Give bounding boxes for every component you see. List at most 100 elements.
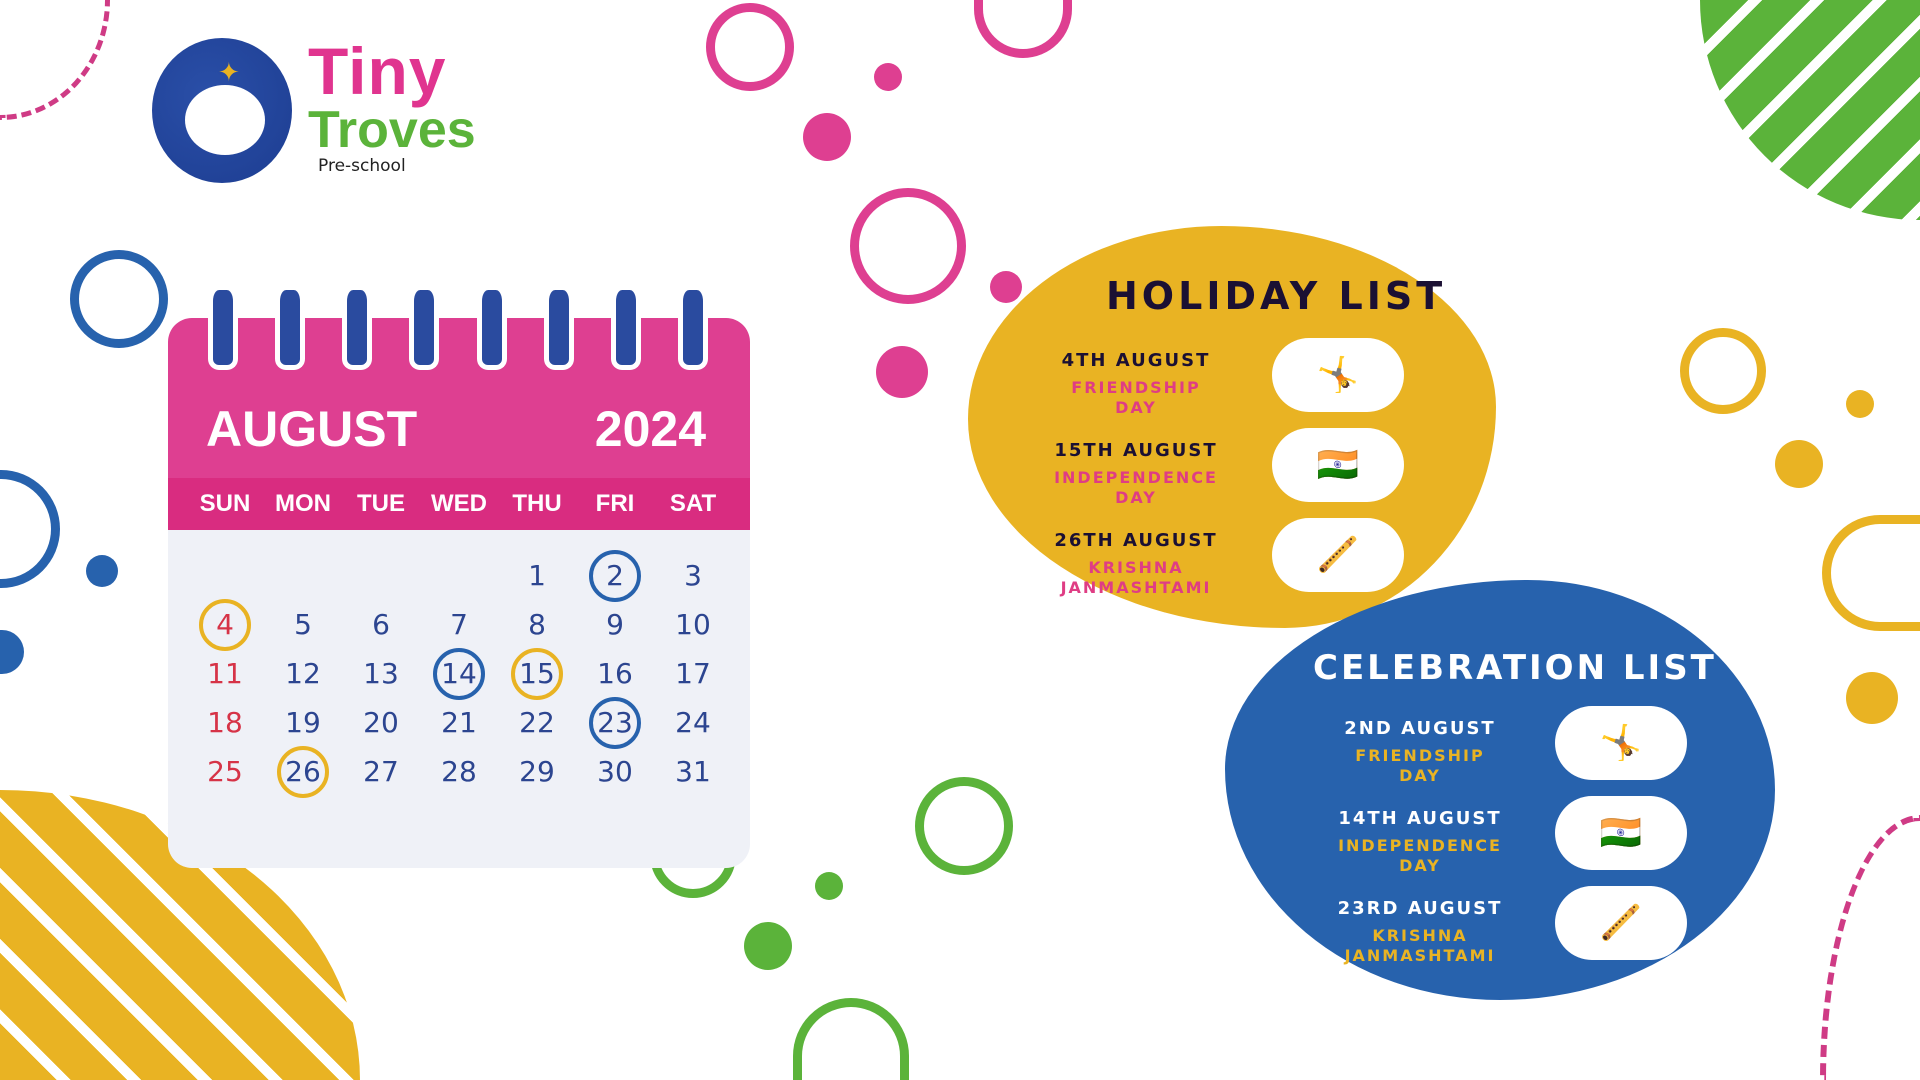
empty-day-cell	[186, 556, 264, 595]
day-number: 3	[684, 559, 702, 592]
dot-decoration	[0, 630, 24, 674]
calendar-day[interactable]: 11	[186, 654, 264, 693]
calendar-day[interactable]: 8	[498, 605, 576, 644]
entry-date: 2ND AUGUST	[1344, 718, 1496, 739]
calendar-day[interactable]: 7	[420, 605, 498, 644]
day-highlight-circle	[199, 598, 251, 651]
circle-decoration	[974, 0, 1072, 58]
day-highlight-circle	[511, 647, 563, 700]
day-number: 17	[675, 657, 711, 690]
calendar-day[interactable]: 20	[342, 703, 420, 742]
day-highlight-circle	[277, 745, 329, 798]
list-entry: 23RD AUGUST KRISHNA JANMASHTAMI	[1320, 898, 1520, 966]
day-number: 16	[597, 657, 633, 690]
day-number: 24	[675, 706, 711, 739]
calendar-day[interactable]: 15	[498, 647, 576, 700]
list-entry: 2ND AUGUST FRIENDSHIP DAY	[1320, 718, 1520, 786]
day-number: 21	[441, 706, 477, 739]
star-icon: ✦	[218, 58, 240, 88]
calendar-day[interactable]: 17	[654, 654, 732, 693]
calendar-day[interactable]: 12	[264, 654, 342, 693]
calendar-day[interactable]: 2	[576, 549, 654, 602]
calendar-day[interactable]: 9	[576, 605, 654, 644]
day-highlight-circle	[433, 647, 485, 700]
spiral-ring	[677, 290, 708, 370]
calendar-spiral-binding	[208, 290, 708, 370]
indian-flag-icon: 🇮🇳	[1555, 796, 1687, 870]
entry-date: 4TH AUGUST	[1061, 350, 1211, 371]
calendar-day[interactable]: 23	[576, 696, 654, 749]
calendar-day[interactable]: 1	[498, 556, 576, 595]
calendar-day[interactable]: 30	[576, 752, 654, 791]
calendar-day[interactable]: 22	[498, 703, 576, 742]
calendar-day[interactable]: 10	[654, 605, 732, 644]
calendar-day[interactable]: 26	[264, 745, 342, 798]
calendar-year: 2024	[594, 401, 706, 457]
calendar-days-grid: 1 2 3 4 5 6 7 8 9 10 11 12 13 14 15 16 17 18 19 20 21 22 23 24 2…	[168, 530, 750, 798]
dancing-kids-icon: 🤸	[1555, 706, 1687, 780]
calendar-day[interactable]: 28	[420, 752, 498, 791]
calendar-day[interactable]: 6	[342, 605, 420, 644]
calendar-day[interactable]: 13	[342, 654, 420, 693]
green-wave-decoration	[1700, 0, 1920, 220]
day-number: 11	[207, 657, 243, 690]
day-highlight-circle	[589, 549, 641, 602]
dot-decoration	[874, 63, 902, 91]
calendar-day[interactable]: 19	[264, 703, 342, 742]
calendar-day[interactable]: 4	[186, 598, 264, 651]
day-number: 12	[285, 657, 321, 690]
empty-day-cell	[264, 556, 342, 595]
entry-name: FRIENDSHIP DAY	[1355, 746, 1485, 785]
calendar-day[interactable]: 29	[498, 752, 576, 791]
dashed-arc-decoration	[0, 0, 110, 120]
circle-decoration	[915, 777, 1013, 875]
day-number: 6	[372, 608, 390, 641]
calendar-day[interactable]: 3	[654, 556, 732, 595]
spiral-ring	[610, 290, 641, 370]
weekday-label: SUN	[199, 490, 251, 517]
calendar-day[interactable]: 21	[420, 703, 498, 742]
day-number: 7	[450, 608, 468, 641]
empty-day-cell	[342, 556, 420, 595]
spiral-ring	[476, 290, 507, 370]
day-number: 31	[675, 755, 711, 788]
list-entry: 4TH AUGUST FRIENDSHIP DAY	[1036, 350, 1236, 418]
day-number: 10	[675, 608, 711, 641]
dot-decoration	[990, 271, 1022, 303]
calendar-day[interactable]: 18	[186, 703, 264, 742]
circle-decoration	[706, 3, 794, 91]
entry-name: INDEPENDENCE DAY	[1054, 468, 1218, 507]
day-number: 18	[207, 706, 243, 739]
weekday-label: MON	[275, 490, 331, 517]
calendar-day[interactable]: 5	[264, 605, 342, 644]
circle-decoration	[0, 470, 60, 588]
weekday-header: SUN MON TUE WED THU FRI SAT	[168, 478, 750, 530]
calendar-day[interactable]: 14	[420, 647, 498, 700]
calendar-day[interactable]: 27	[342, 752, 420, 791]
krishna-icon: 🪈	[1272, 518, 1404, 592]
day-number: 5	[294, 608, 312, 641]
dashed-arc-decoration	[1820, 815, 1920, 1080]
list-entry: 26TH AUGUST KRISHNA JANMASHTAMI	[1036, 530, 1236, 598]
entry-name: KRISHNA JANMASHTAMI	[1344, 926, 1496, 965]
day-number: 1	[528, 559, 546, 592]
calendar-header: AUGUST 2024	[168, 318, 750, 478]
calendar-day[interactable]: 31	[654, 752, 732, 791]
dot-decoration	[815, 872, 843, 900]
entry-name: KRISHNA JANMASHTAMI	[1060, 558, 1212, 597]
calendar-day[interactable]: 24	[654, 703, 732, 742]
entry-date: 23RD AUGUST	[1337, 898, 1503, 919]
entry-name: INDEPENDENCE DAY	[1338, 836, 1502, 875]
calendar-day[interactable]: 16	[576, 654, 654, 693]
day-number: 29	[519, 755, 555, 788]
calendar-day[interactable]: 25	[186, 752, 264, 791]
logo-text-troves: Troves	[308, 101, 476, 159]
dot-decoration	[1775, 440, 1823, 488]
circle-decoration	[793, 998, 909, 1080]
logo-child-silhouette	[185, 85, 265, 155]
entry-date: 15TH AUGUST	[1054, 440, 1218, 461]
weekday-label: THU	[512, 490, 562, 517]
spiral-ring	[543, 290, 574, 370]
calendar-month: AUGUST	[206, 401, 418, 457]
